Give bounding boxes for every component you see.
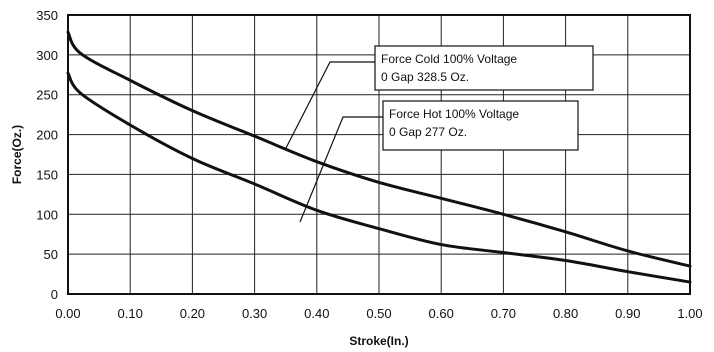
series-force-cold-line xyxy=(66,30,692,268)
series-layer xyxy=(66,30,692,284)
x-tick-label: 0.20 xyxy=(180,306,205,321)
x-tick-label: 0.70 xyxy=(491,306,516,321)
x-tick-label: 1.00 xyxy=(677,306,702,321)
annotation-leader-line xyxy=(284,61,375,151)
x-tick-label: 0.50 xyxy=(366,306,391,321)
y-tick-label: 150 xyxy=(36,167,58,182)
annotation-force-hot: Force Hot 100% Voltage 0 Gap 277 Oz. xyxy=(299,100,579,223)
x-tick-label: 0.90 xyxy=(615,306,640,321)
annotation-box xyxy=(374,45,594,91)
x-tick-label: 0.10 xyxy=(118,306,143,321)
x-tick-label: 0.00 xyxy=(55,306,80,321)
y-tick-label: 0 xyxy=(51,287,58,302)
series-force-hot-line xyxy=(66,71,692,284)
y-axis-label: Force(Oz.) xyxy=(10,125,24,184)
annotation-line-2: 0 Gap 328.5 Oz. xyxy=(381,70,469,84)
annotation-line-1: Force Cold 100% Voltage xyxy=(381,52,517,66)
y-tick-label: 200 xyxy=(36,128,58,143)
x-tick-label: 0.40 xyxy=(304,306,329,321)
x-tick-label: 0.30 xyxy=(242,306,267,321)
y-tick-label: 350 xyxy=(36,8,58,23)
annotation-line-1: Force Hot 100% Voltage xyxy=(389,107,519,121)
annotation-line-2: 0 Gap 277 Oz. xyxy=(389,125,467,139)
tick-layer: 0.00 0.10 0.20 0.30 0.40 0.50 0.60 0.70 0.80 0.90… xyxy=(36,8,702,321)
y-tick-label: 100 xyxy=(36,207,58,222)
x-tick-label: 0.80 xyxy=(553,306,578,321)
y-tick-label: 250 xyxy=(36,88,58,103)
annotation-box xyxy=(382,100,579,151)
y-tick-label: 300 xyxy=(36,48,58,63)
plot-frame xyxy=(67,14,691,295)
annotation-leader-line xyxy=(299,116,383,223)
x-axis-label: Stroke(In.) xyxy=(349,334,408,348)
x-tick-label: 0.60 xyxy=(429,306,454,321)
annotation-force-cold: Force Cold 100% Voltage 0 Gap 328.5 Oz. xyxy=(284,45,594,151)
y-tick-label: 50 xyxy=(44,247,58,262)
